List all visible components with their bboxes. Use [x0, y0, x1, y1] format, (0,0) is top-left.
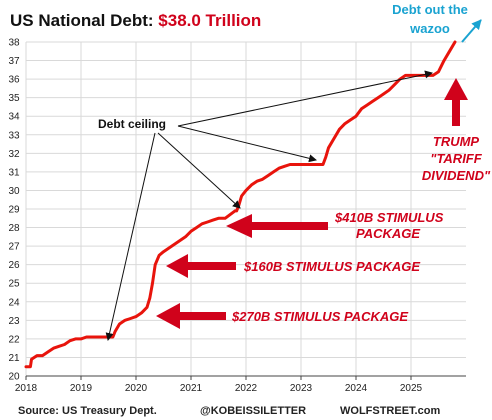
- trump-label-line3: DIVIDEND": [422, 168, 491, 183]
- y-tick-label: 29: [8, 205, 20, 216]
- y-tick-label: 33: [8, 130, 20, 141]
- y-tick-label: 26: [8, 260, 20, 271]
- y-tick-label: 38: [8, 38, 20, 49]
- footer-handle: @KOBEISSILETTER: [200, 405, 306, 417]
- y-tick-label: 28: [8, 223, 20, 234]
- y-tick-label: 30: [8, 186, 20, 197]
- stimulus-270-arrow: [156, 303, 226, 329]
- stimulus-270-label: $270B STIMULUS PACKAGE: [231, 309, 408, 324]
- chart-title: US National Debt: $38.0 Trillion: [10, 11, 261, 30]
- stimulus-410-label-line2: PACKAGE: [356, 226, 420, 241]
- x-tick-label: 2024: [345, 383, 368, 394]
- grid: [25, 41, 466, 377]
- series-group: [24, 40, 457, 369]
- x-tick-label: 2023: [290, 383, 313, 394]
- arrow-ceiling-2025: [177, 70, 433, 127]
- arrow-ceiling-2023: [177, 125, 317, 163]
- y-tick-label: 24: [8, 297, 20, 308]
- y-axis: 20 21 22 23 24 25 26 27 28 29 30 31 32 33 34 35 36 37 38: [8, 38, 20, 383]
- trump-label-line1: TRUMP: [433, 134, 480, 149]
- x-tick-label: 2021: [180, 383, 203, 394]
- y-tick-label: 20: [8, 372, 20, 383]
- debt-ceiling-arrows: [105, 70, 433, 341]
- y-tick-label: 32: [8, 149, 20, 160]
- y-tick-label: 23: [8, 316, 20, 327]
- debt-ceiling-label: Debt ceiling: [98, 117, 166, 131]
- wazoo-arrow: [461, 19, 482, 43]
- stimulus-410-arrow: [226, 214, 328, 238]
- footer-source: Source: US Treasury Dept.: [18, 405, 157, 417]
- wazoo-label-line1: Debt out the: [392, 2, 468, 17]
- x-tick-label: 2022: [235, 383, 258, 394]
- x-tick-label: 2020: [125, 383, 148, 394]
- x-tick-label: 2018: [15, 383, 38, 394]
- x-tick-label: 2025: [400, 383, 423, 394]
- y-tick-label: 36: [8, 75, 20, 86]
- y-tick-label: 22: [8, 334, 20, 345]
- stimulus-160-arrow: [166, 254, 236, 278]
- wazoo-label-line2: wazoo: [409, 21, 450, 36]
- y-tick-label: 25: [8, 279, 20, 290]
- title-value: $38.0 Trillion: [158, 11, 261, 30]
- y-tick-label: 37: [8, 56, 20, 67]
- trump-arrow: [444, 78, 468, 126]
- y-tick-label: 35: [8, 93, 20, 104]
- arrow-ceiling-2019: [105, 132, 156, 341]
- title-prefix: US National Debt:: [10, 11, 158, 30]
- stimulus-160-label: $160B STIMULUS PACKAGE: [243, 259, 420, 274]
- y-tick-label: 21: [8, 353, 20, 364]
- trump-label-line2: "TARIFF: [430, 151, 482, 166]
- x-axis: 2018 2019 2020 2021 2022 2023 2024 2025: [15, 376, 423, 394]
- y-tick-label: 34: [8, 112, 20, 123]
- series-line: [24, 40, 457, 369]
- y-tick-label: 27: [8, 242, 20, 253]
- arrow-ceiling-2021: [157, 132, 241, 209]
- y-tick-label: 31: [8, 167, 20, 178]
- footer-site: WOLFSTREET.com: [340, 405, 440, 417]
- stimulus-410-label-line1: $410B STIMULUS: [334, 210, 444, 225]
- x-tick-label: 2019: [70, 383, 93, 394]
